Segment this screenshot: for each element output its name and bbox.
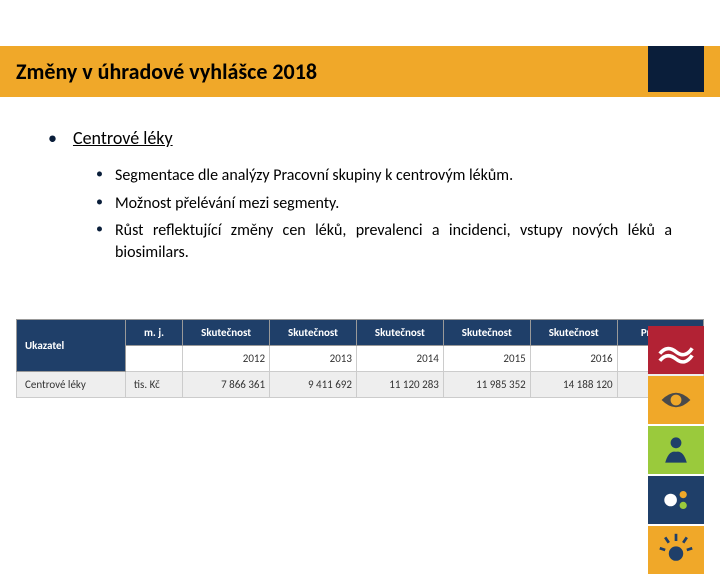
cell-value: 9 411 692 bbox=[270, 372, 357, 398]
cell-label: Centrové léky bbox=[17, 372, 126, 398]
cell-empty bbox=[125, 346, 182, 372]
cell-year: 2014 bbox=[356, 346, 443, 372]
col-header: Skutečnost bbox=[270, 320, 357, 346]
col-ukazatel: Ukazatel bbox=[17, 320, 126, 372]
bullet-text: Možnost přelévání mezi segmenty. bbox=[115, 193, 339, 215]
bullet-text: Segmentace dle analýzy Pracovní skupiny … bbox=[115, 165, 513, 187]
bullet-dot-icon: • bbox=[48, 127, 57, 149]
bullet-level1: • Centrové léky bbox=[48, 127, 672, 149]
bullet-level2: • Možnost přelévání mezi segmenty. bbox=[96, 193, 672, 215]
person-icon bbox=[658, 432, 694, 468]
col-header: Skutečnost bbox=[356, 320, 443, 346]
cell-value: 11 985 352 bbox=[443, 372, 530, 398]
logo-block-navy bbox=[648, 476, 704, 524]
cell-value: 11 120 283 bbox=[356, 372, 443, 398]
cell-year: 2015 bbox=[443, 346, 530, 372]
sun-icon bbox=[658, 532, 694, 568]
logo-block-orange2 bbox=[648, 526, 704, 574]
wave-icon bbox=[658, 332, 694, 368]
bullet-dot-icon: • bbox=[96, 193, 103, 215]
bullet-text: Centrové léky bbox=[73, 127, 173, 149]
col-header: Skutečnost bbox=[183, 320, 270, 346]
col-unit-header: m. j. bbox=[125, 320, 182, 346]
bullet-text: Růst reflektující změny cen léků, preval… bbox=[115, 220, 672, 263]
bullet-dot-icon: • bbox=[96, 220, 103, 263]
cell-year: 2016 bbox=[530, 346, 617, 372]
logo-block-green bbox=[648, 426, 704, 474]
content-area: • Centrové léky • Segmentace dle analýzy… bbox=[0, 97, 720, 279]
eye-icon bbox=[658, 382, 694, 418]
cell-unit: tis. Kč bbox=[125, 372, 182, 398]
logo-block-red bbox=[648, 326, 704, 374]
table-row: Centrové léky tis. Kč 7 866 361 9 411 69… bbox=[17, 372, 704, 398]
page-title: Změny v úhradové vyhlášce 2018 bbox=[16, 58, 704, 85]
data-table: Ukazatel m. j. Skutečnost Skutečnost Sku… bbox=[16, 319, 704, 398]
logo-block-orange bbox=[648, 376, 704, 424]
bullet-level2: • Růst reflektující změny cen léků, prev… bbox=[96, 220, 672, 263]
cell-year: 2013 bbox=[270, 346, 357, 372]
cell-value: 7 866 361 bbox=[183, 372, 270, 398]
col-header: Skutečnost bbox=[530, 320, 617, 346]
col-header: Skutečnost bbox=[443, 320, 530, 346]
dots-icon bbox=[658, 482, 694, 518]
data-table-wrap: Ukazatel m. j. Skutečnost Skutečnost Sku… bbox=[16, 319, 704, 398]
cell-year: 2012 bbox=[183, 346, 270, 372]
table-header-row: Ukazatel m. j. Skutečnost Skutečnost Sku… bbox=[17, 320, 704, 346]
cell-value: 14 188 120 bbox=[530, 372, 617, 398]
logo-strip bbox=[648, 326, 704, 574]
title-bar: Změny v úhradové vyhlášce 2018 bbox=[0, 46, 720, 97]
bullet-level2: • Segmentace dle analýzy Pracovní skupin… bbox=[96, 165, 672, 187]
top-accent-block bbox=[648, 46, 704, 92]
bullet-dot-icon: • bbox=[96, 165, 103, 187]
